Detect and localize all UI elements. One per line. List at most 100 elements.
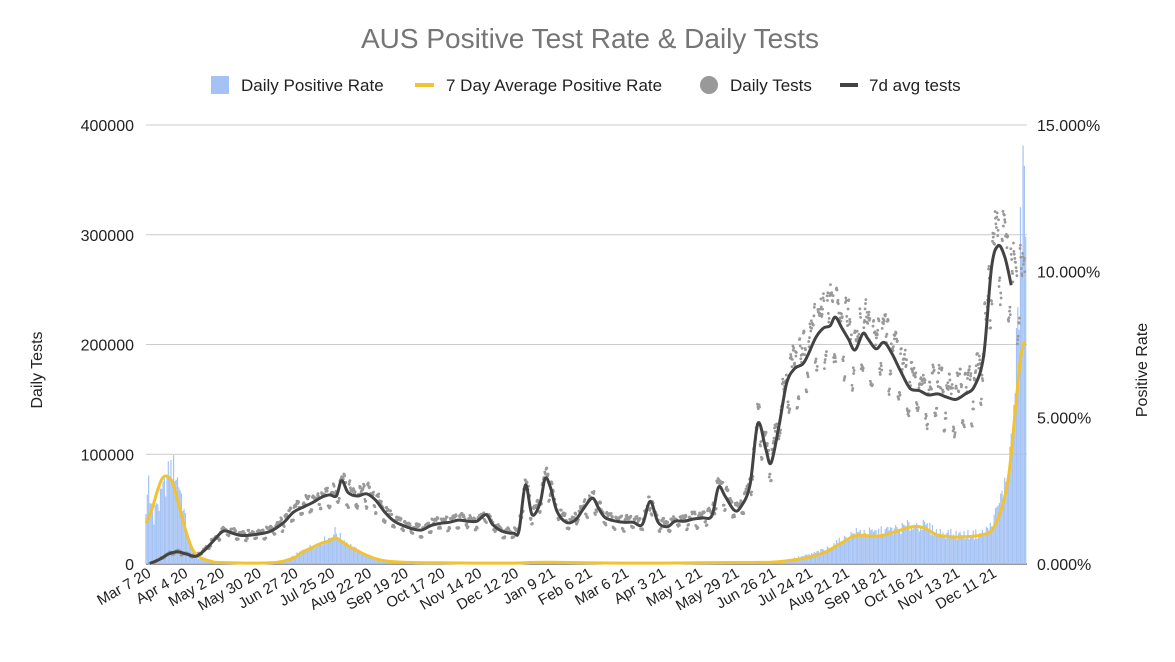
- positive-rate-bar: [975, 529, 977, 564]
- daily-tests-point: [980, 373, 984, 377]
- legend-swatch-daily-tests: [700, 76, 718, 94]
- daily-tests-point: [721, 480, 725, 484]
- daily-tests-point: [319, 507, 323, 511]
- daily-tests-point: [353, 490, 357, 494]
- positive-rate-bar: [921, 530, 923, 564]
- daily-tests-point: [899, 352, 902, 356]
- daily-tests-point: [307, 494, 311, 498]
- positive-rate-bar: [309, 544, 311, 564]
- daily-tests-point: [819, 307, 822, 311]
- daily-tests-point: [995, 226, 998, 229]
- daily-tests-point: [385, 505, 389, 509]
- daily-tests-point: [687, 523, 691, 526]
- positive-rate-bar: [864, 533, 867, 564]
- daily-tests-point: [594, 513, 597, 516]
- positive-rate-bar: [338, 539, 340, 564]
- daily-tests-point: [446, 529, 450, 532]
- daily-tests-point: [798, 344, 802, 348]
- daily-tests-point: [823, 367, 826, 371]
- daily-tests-point: [338, 497, 341, 500]
- daily-tests-point: [390, 512, 394, 516]
- daily-tests-point: [966, 377, 969, 380]
- daily-tests-point: [970, 424, 974, 428]
- daily-tests-point: [926, 422, 930, 426]
- daily-tests-point: [980, 377, 984, 380]
- daily-tests-point: [923, 378, 927, 382]
- daily-tests-point: [389, 509, 393, 513]
- daily-tests-point: [931, 363, 935, 367]
- daily-tests-point: [328, 504, 332, 508]
- positive-rate-bar: [922, 519, 924, 564]
- daily-tests-point: [1013, 257, 1017, 260]
- daily-tests-point: [983, 301, 987, 305]
- daily-tests-point: [705, 523, 709, 527]
- daily-tests-point: [825, 350, 828, 353]
- daily-tests-point: [924, 417, 927, 420]
- positive-rate-bar: [935, 529, 938, 564]
- daily-tests-point: [218, 538, 222, 542]
- positive-rate-bar: [897, 529, 899, 564]
- positive-rate-bar: [859, 529, 861, 564]
- positive-rate-bar: [178, 487, 180, 564]
- daily-tests-point: [946, 381, 950, 385]
- positive-rate-bar: [946, 533, 948, 564]
- daily-tests-point: [956, 374, 960, 378]
- daily-tests-point: [845, 314, 849, 318]
- positive-rate-bar: [321, 544, 323, 564]
- daily-tests-point: [604, 523, 608, 527]
- daily-tests-point: [636, 516, 639, 520]
- daily-tests-point: [507, 527, 511, 531]
- positive-rate-bar: [283, 561, 285, 564]
- positive-rate-bar: [931, 524, 934, 564]
- positive-rate-bar: [815, 552, 817, 564]
- daily-tests-point: [844, 296, 848, 300]
- daily-tests-point: [818, 312, 822, 315]
- daily-tests-point: [641, 528, 645, 532]
- daily-tests-point: [897, 397, 901, 401]
- positive-rate-bar: [169, 479, 171, 564]
- daily-tests-point: [911, 370, 915, 374]
- daily-tests-point: [910, 360, 914, 364]
- daily-tests-point: [465, 522, 469, 526]
- positive-rate-bar: [836, 539, 838, 564]
- positive-rate-bar: [958, 533, 960, 564]
- positive-rate-bar: [1009, 446, 1011, 564]
- positive-rate-bar: [947, 529, 949, 564]
- daily-tests-point: [696, 526, 700, 530]
- daily-tests-point: [971, 400, 975, 404]
- positive-rate-bar: [209, 561, 211, 564]
- daily-tests-point: [999, 296, 1003, 300]
- daily-tests-point: [981, 379, 985, 383]
- positive-rate-bar: [829, 549, 831, 564]
- daily-tests-point: [1008, 305, 1012, 309]
- positive-rate-bar: [1025, 236, 1027, 564]
- positive-rate-bar: [809, 554, 811, 564]
- daily-tests-point: [923, 381, 926, 384]
- daily-tests-point: [969, 374, 972, 378]
- positive-rate-bar: [812, 553, 814, 564]
- daily-tests-point: [799, 357, 803, 361]
- daily-tests-point: [703, 511, 706, 514]
- daily-tests-point: [998, 276, 1002, 280]
- daily-tests-point: [574, 512, 578, 516]
- positive-rate-bar: [1018, 329, 1020, 564]
- daily-tests-point: [878, 372, 882, 376]
- positive-rate-bar: [377, 558, 379, 564]
- daily-tests-point: [525, 480, 529, 484]
- daily-tests-point: [858, 312, 862, 316]
- positive-rate-bar: [964, 538, 966, 564]
- daily-tests-point: [374, 511, 378, 515]
- daily-tests-point: [786, 400, 790, 404]
- daily-tests-point: [650, 513, 654, 517]
- daily-tests-point: [995, 215, 999, 219]
- positive-rate-bar: [161, 488, 163, 564]
- daily-tests-point: [454, 514, 458, 518]
- daily-tests-point: [726, 488, 730, 492]
- positive-rate-bar: [941, 535, 943, 564]
- daily-tests-point: [787, 403, 790, 407]
- positive-rate-bar: [905, 526, 907, 564]
- daily-tests-point: [659, 526, 663, 530]
- positive-rate-bar: [916, 523, 918, 564]
- daily-tests-point: [830, 291, 834, 295]
- daily-tests-point: [662, 516, 666, 520]
